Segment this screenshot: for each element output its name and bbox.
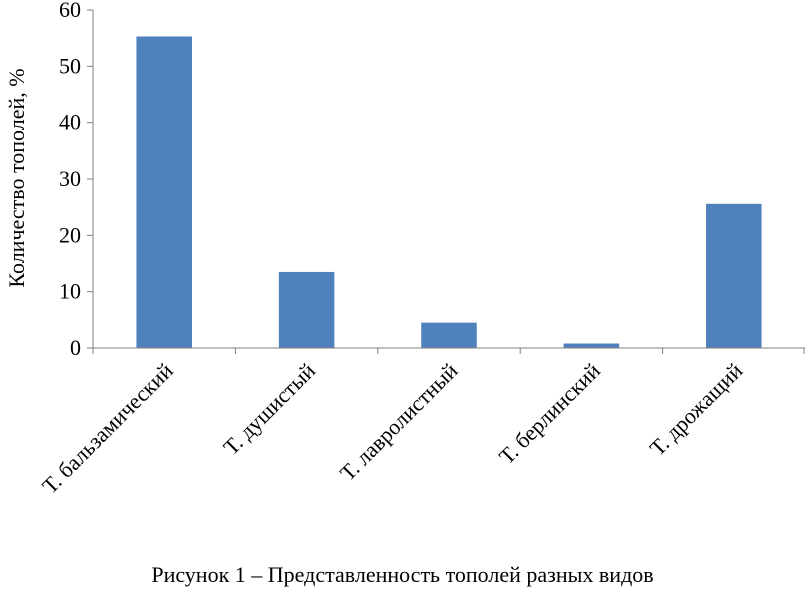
y-tick-label: 30	[59, 166, 81, 191]
x-axis: Т. бальзамический Т. душистый Т. лавролист…	[37, 347, 805, 499]
y-axis-title: Количество тополей, %	[4, 68, 29, 287]
y-tick-label: 40	[59, 110, 81, 135]
y-tick-label: 0	[70, 335, 81, 360]
figure-caption: Рисунок 1 – Представленность тополей раз…	[151, 562, 654, 587]
bar	[278, 271, 335, 348]
x-category-label: Т. берлинский	[494, 358, 605, 469]
bar	[563, 343, 620, 348]
bar	[421, 322, 477, 348]
y-tick-label: 60	[59, 0, 81, 22]
y-tick-label: 10	[59, 279, 81, 304]
y-tick-label: 20	[59, 222, 81, 247]
x-category-label: Т. душистый	[218, 358, 320, 460]
x-category-label: Т. лавролистный	[335, 358, 463, 486]
x-category-label: Т. бальзамический	[37, 358, 178, 499]
x-category-label: Т. дрожащий	[645, 358, 748, 461]
y-axis-title-group: Количество тополей, %	[4, 68, 29, 287]
y-axis: 0 10 20 30 40 50 60	[59, 0, 94, 360]
bars	[136, 36, 762, 349]
bar-chart: Количество тополей, % 0 10 20 30 40 50 60 Т. б…	[4, 0, 805, 499]
bar	[136, 36, 192, 349]
y-tick-label: 50	[59, 53, 81, 78]
bar	[706, 203, 762, 348]
